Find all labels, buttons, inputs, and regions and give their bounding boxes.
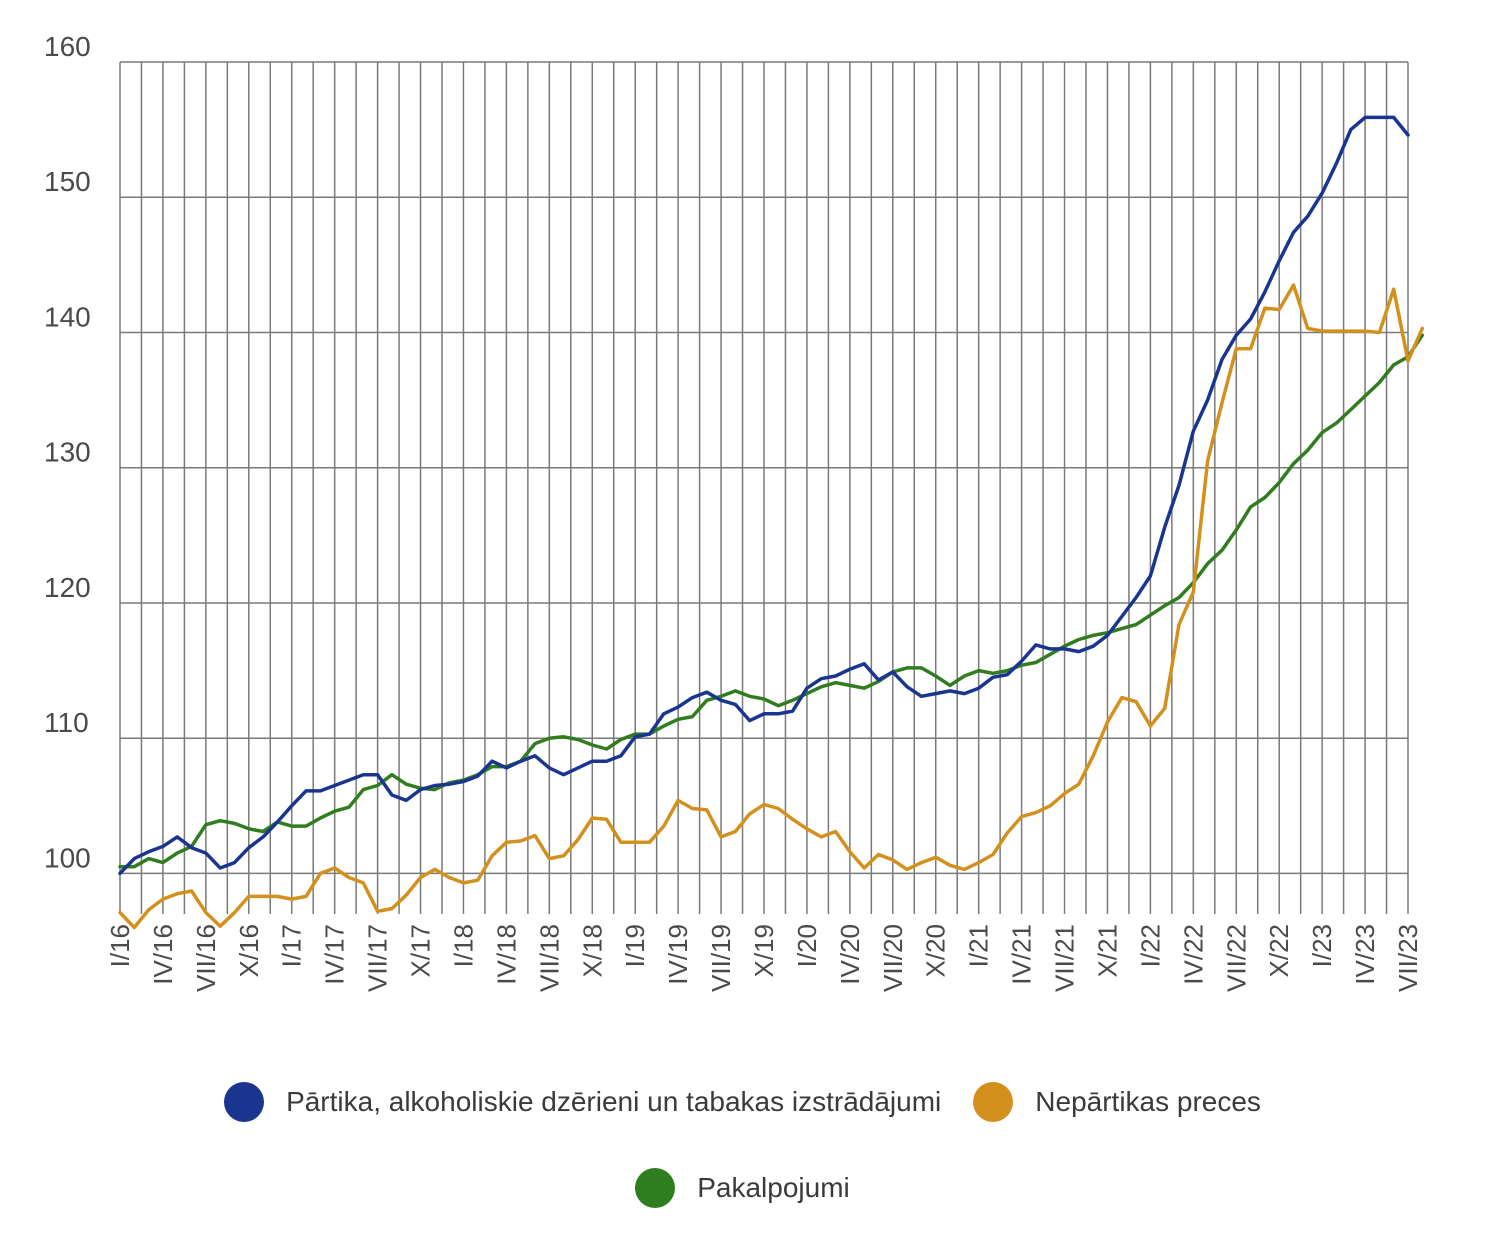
x-tick-label: X/19	[749, 924, 779, 978]
y-tick-label: 140	[44, 301, 91, 332]
x-tick-label: IV/16	[148, 924, 178, 985]
x-tick-label: I/20	[792, 924, 822, 967]
legend-item-services: Pakalpojumi	[635, 1168, 850, 1208]
legend-row-2: Pakalpojumi	[0, 1156, 1485, 1220]
y-axis-tick-labels: 100 110 120 130 140 150 160	[44, 31, 91, 873]
x-tick-label: IV/21	[1007, 924, 1037, 985]
x-axis-tick-labels: I/16 IV/16 VII/16 X/16 I/17 IV/17 VII/17 X/17 I/…	[105, 924, 1423, 992]
x-tick-label: X/17	[406, 924, 436, 978]
x-tick-label: I/21	[964, 924, 994, 967]
legend-marker-food	[224, 1082, 265, 1122]
x-tick-label: I/22	[1135, 924, 1165, 967]
series-lines	[118, 115, 1425, 930]
x-tick-label: VII/22	[1221, 924, 1251, 992]
y-tick-label: 150	[44, 166, 91, 197]
x-tick-label: I/23	[1307, 924, 1337, 967]
y-tick-label: 160	[44, 31, 91, 62]
y-tick-label: 130	[44, 437, 91, 468]
x-tick-label: I/16	[105, 924, 135, 967]
y-tick-label: 100	[44, 842, 91, 873]
line-chart: 100 110 120 130 140 150 160 I/16 IV/16 VII/16 X/1…	[44, 31, 1425, 992]
x-tick-label: IV/23	[1350, 924, 1380, 985]
legend-item-food: Pārtika, alkoholiskie dzērieni un tabaka…	[224, 1082, 941, 1122]
legend-marker-services	[635, 1168, 676, 1208]
x-tick-label: X/16	[234, 924, 264, 978]
x-tick-label: I/19	[620, 924, 650, 967]
x-tick-label: VII/16	[191, 924, 221, 992]
x-tick-label: IV/19	[663, 924, 693, 985]
legend-row-1: Pārtika, alkoholiskie dzērieni un tabaka…	[0, 1070, 1485, 1134]
x-tick-label: I/17	[277, 924, 307, 967]
x-tick-label: IV/20	[835, 924, 865, 985]
series-line-2	[118, 333, 1425, 869]
legend-label-nonfood: Nepārtikas preces	[1035, 1086, 1261, 1117]
grid-lines	[119, 61, 1409, 914]
x-tick-label: X/21	[1092, 924, 1122, 978]
x-tick-label: VII/17	[363, 924, 393, 992]
x-tick-label: IV/18	[491, 924, 521, 985]
x-tick-label: IV/22	[1178, 924, 1208, 985]
legend-marker-nonfood	[973, 1082, 1014, 1122]
legend-label-food: Pārtika, alkoholiskie dzērieni un tabaka…	[286, 1086, 942, 1117]
legend-item-nonfood: Nepārtikas preces	[973, 1082, 1261, 1122]
series-line-0	[118, 115, 1410, 876]
x-tick-label: I/18	[448, 924, 478, 967]
x-tick-label: X/20	[921, 924, 951, 978]
x-tick-label: VII/18	[534, 924, 564, 992]
x-tick-label: X/22	[1264, 924, 1294, 978]
x-tick-label: VII/21	[1050, 924, 1080, 992]
series-line-1	[118, 283, 1425, 930]
x-tick-label: X/18	[577, 924, 607, 978]
legend-label-services: Pakalpojumi	[697, 1172, 850, 1203]
x-tick-label: VII/23	[1393, 924, 1423, 992]
x-tick-label: IV/17	[320, 924, 350, 985]
legend: Pārtika, alkoholiskie dzērieni un tabaka…	[0, 1070, 1485, 1220]
y-tick-label: 120	[44, 572, 91, 603]
x-tick-label: VII/19	[706, 924, 736, 992]
y-tick-label: 110	[44, 707, 89, 738]
x-tick-label: VII/20	[878, 924, 908, 992]
